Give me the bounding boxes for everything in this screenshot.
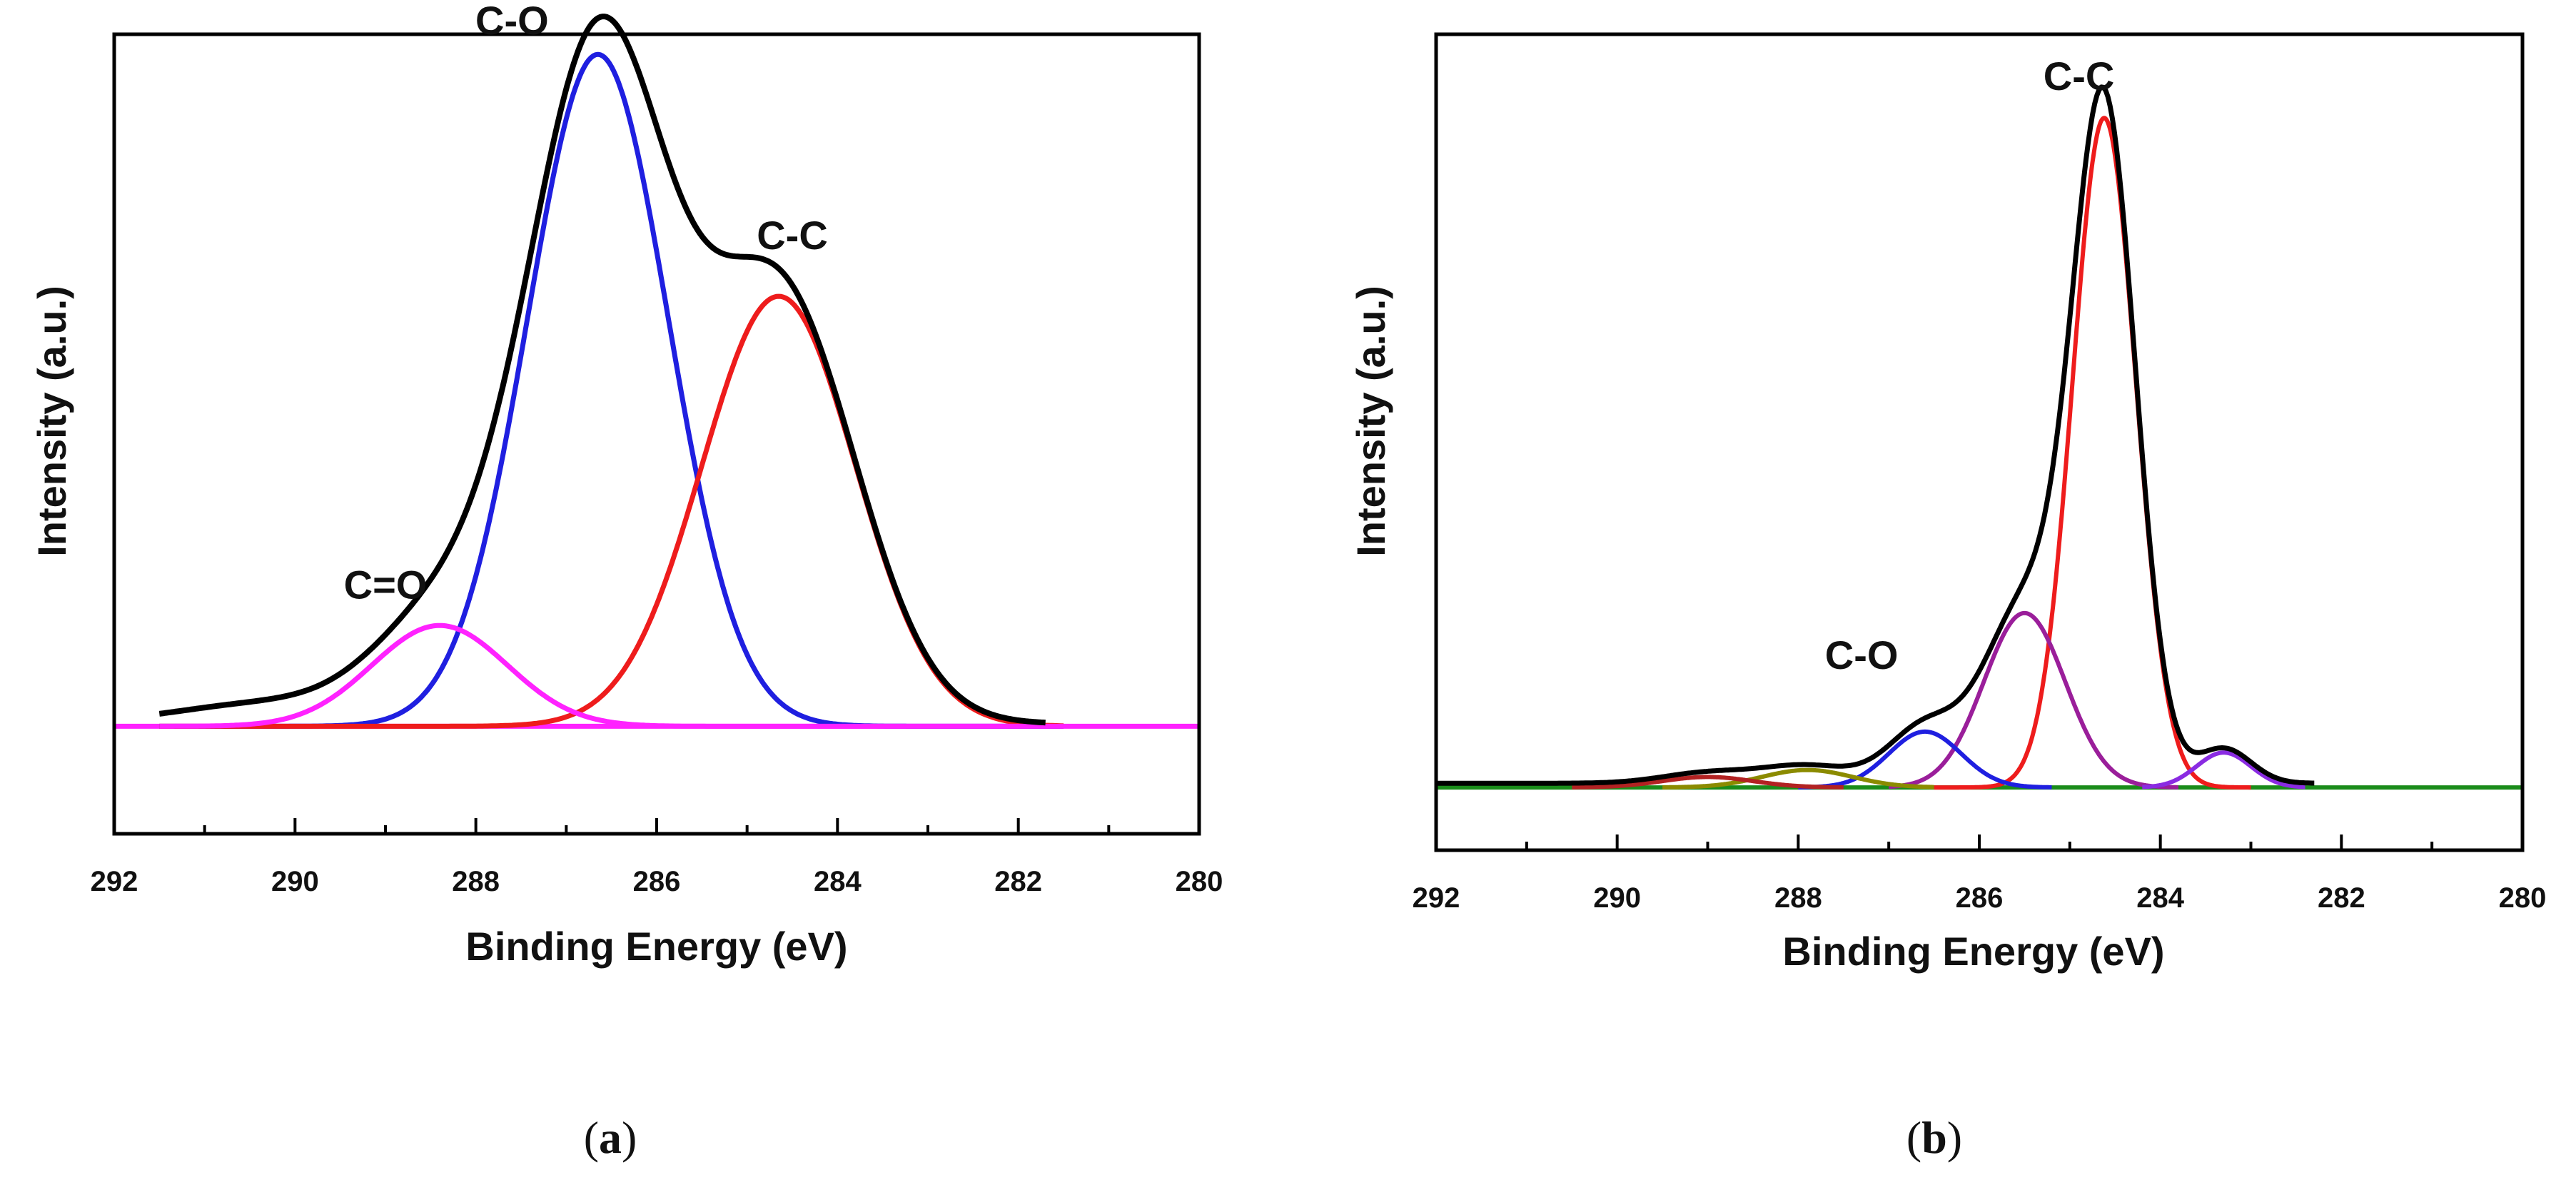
panel-a-plot-series	[114, 14, 1199, 729]
panel-b-peak-label-c-c: C-C	[2044, 54, 2115, 99]
panel-b-series-c-o-285-5-	[1887, 610, 2180, 790]
panel-a-series-c-o	[159, 51, 1064, 729]
panel-b-series-283-3-ev	[2140, 750, 2307, 790]
panel-b-series-c-c	[1932, 116, 2253, 790]
panel-a-x-tick-label: 286	[633, 866, 681, 897]
panel-a-chart: 292 290 288 286 284 282 280 C-O C-C C=O Binding …	[29, 0, 1223, 1163]
panel-b-annotations: C-C C-O	[1825, 54, 2114, 677]
panel-b-series-289-ev	[1570, 775, 1845, 790]
panel-b-x-tick-label: 290	[1593, 882, 1641, 914]
panel-b-plot-series	[1435, 84, 2522, 790]
panel-a-x-tick-label: 290	[271, 866, 319, 897]
panel-a-peak-label-c-c: C-C	[757, 213, 828, 258]
panel-b-x-tick-label: 292	[1413, 882, 1460, 914]
panel-a-y-axis-title: Intensity (a.u.)	[29, 286, 74, 557]
panel-b-x-tick-label: 286	[1956, 882, 2004, 914]
panel-b-chart: 292 290 288 286 284 282 280 C-C C-O Binding Ene…	[1348, 32, 2547, 1163]
panel-a-x-tick-label: 282	[994, 866, 1042, 897]
panel-b-x-tick-label: 284	[2136, 882, 2184, 914]
panel-a-peak-label-c-o: C=O	[344, 563, 428, 607]
panel-b-caption: (b)	[1906, 1112, 1962, 1163]
panel-a-series-c-o	[159, 622, 1064, 729]
panel-a-annotations: C-O C-C C=O	[344, 0, 828, 607]
panel-b-series-envelope	[1435, 84, 2315, 786]
panel-a-plot-frame	[112, 32, 1201, 836]
panel-b-x-tick-label: 282	[2318, 882, 2365, 914]
panel-a-x-tick-label: 280	[1176, 866, 1223, 897]
panel-a-x-tick-label: 288	[452, 866, 500, 897]
panel-b-series-c-o	[1797, 729, 2054, 790]
panel-b-x-axis-title: Binding Energy (eV)	[1782, 929, 2164, 974]
panel-b-x-ticks: 292 290 288 286 284 282 280	[1413, 834, 2547, 914]
panel-b-x-tick-label: 288	[1774, 882, 1822, 914]
panel-b-series-288-ev	[1661, 767, 1936, 790]
panel-b-plot-frame	[1434, 32, 2525, 852]
panel-b-peak-label-c-o: C-O	[1825, 632, 1899, 677]
panel-a-caption: (a)	[584, 1112, 637, 1163]
panel-b-x-tick-label: 280	[2499, 882, 2547, 914]
panel-a-x-tick-label: 284	[814, 866, 862, 897]
panel-a-series-envelope	[158, 14, 1046, 726]
panel-a-x-tick-label: 292	[91, 866, 138, 897]
panel-a-x-axis-title: Binding Energy (eV)	[465, 924, 847, 969]
panel-b-y-axis-title: Intensity (a.u.)	[1348, 286, 1393, 557]
panel-a-peak-label-c-o: C-O	[475, 0, 549, 43]
panel-a-x-ticks: 292 290 288 286 284 282 280	[91, 818, 1223, 897]
